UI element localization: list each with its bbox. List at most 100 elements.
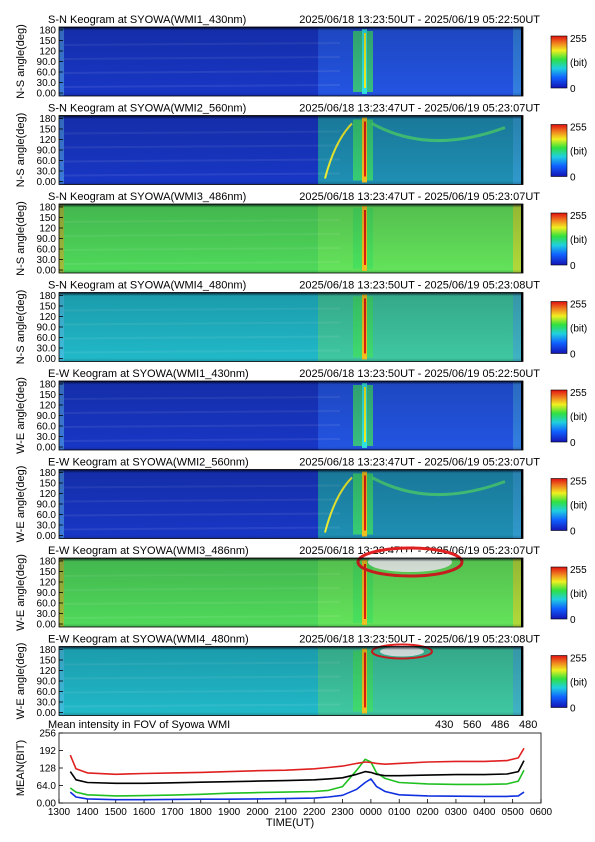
colorbar-min-label: 0 [570, 527, 576, 538]
y-tick-label: 192 [39, 746, 56, 757]
y-tick-label: 30.0 [37, 255, 57, 266]
x-tick-label: 0000 [360, 807, 383, 818]
mean-intensity-chart: Mean intensity in FOV of Syowa WMI 430 560… [15, 719, 553, 829]
colorbar-unit-label: (bit) [570, 678, 587, 689]
panel-time-range: 2025/06/18 13:23:47UT - 2025/06/19 05:23… [299, 191, 540, 203]
y-tick-label: 120 [39, 47, 56, 58]
colorbar [550, 655, 568, 708]
x-tick-label: 1800 [190, 807, 213, 818]
colorbar [550, 35, 568, 89]
y-tick-label: 0.00 [37, 620, 57, 631]
y-tick-label: 256 [39, 729, 56, 740]
panel-title: S-N Keogram at SYOWA(WMI4_480nm) [48, 280, 246, 292]
keogram-panel: E-W Keogram at SYOWA(WMI4_480nm) 2025/06/… [15, 634, 587, 720]
y-axis-label: MEAN(BIT) [15, 740, 27, 796]
colorbar [550, 389, 568, 443]
keogram-panel: E-W Keogram at SYOWA(WMI1_430nm) 2025/06/… [15, 368, 587, 454]
colorbar [550, 566, 568, 620]
y-tick-label: 120 [39, 578, 56, 589]
y-tick-label: 120 [39, 135, 56, 146]
colorbar [550, 301, 568, 354]
y-axis-label: W-E angle(deg) [15, 643, 27, 720]
keogram-panel: S-N Keogram at SYOWA(WMI2_560nm) 2025/06/… [15, 103, 587, 189]
panel-title: E-W Keogram at SYOWA(WMI3_486nm) [48, 545, 249, 557]
panel-title: S-N Keogram at SYOWA(WMI3_486nm) [48, 191, 246, 203]
y-tick-label: 30.0 [37, 344, 57, 355]
panel-time-range: 2025/06/18 13:23:47UT - 2025/06/19 05:23… [299, 103, 540, 115]
legend-entry: 430 [435, 719, 453, 731]
y-tick-label: 180 [39, 114, 56, 125]
y-axis-label: N-S angle(deg) [15, 201, 27, 276]
x-tick-label: 2000 [246, 807, 269, 818]
x-tick-label: 0400 [473, 807, 496, 818]
colorbar-unit-label: (bit) [570, 501, 587, 512]
series-line-480 [69, 760, 525, 785]
panel-title: E-W Keogram at SYOWA(WMI4_480nm) [48, 634, 249, 646]
y-axis-label: N-S angle(deg) [15, 290, 27, 365]
keogram-panel: S-N Keogram at SYOWA(WMI1_430nm) 2025/06/… [15, 14, 587, 100]
colorbar-unit-label: (bit) [570, 412, 587, 423]
colorbar-unit-label: (bit) [570, 589, 587, 600]
x-tick-label: 1900 [218, 807, 241, 818]
x-tick-label: 1700 [161, 807, 184, 818]
series-line-560 [69, 758, 525, 797]
x-tick-label: 2100 [275, 807, 298, 818]
x-tick-label: 0100 [388, 807, 411, 818]
y-tick-label: 64.0 [37, 781, 57, 792]
keogram-panel: S-N Keogram at SYOWA(WMI3_486nm) 2025/06/… [15, 191, 587, 277]
colorbar-max-label: 255 [570, 477, 587, 488]
y-tick-label: 120 [39, 489, 56, 500]
y-axis-label: W-E angle(deg) [15, 466, 27, 543]
y-tick-label: 150 [39, 125, 56, 136]
y-tick-label: 150 [39, 656, 56, 667]
y-tick-label: 60.0 [37, 245, 57, 256]
y-tick-label: 180 [39, 468, 56, 479]
colorbar-max-label: 255 [570, 34, 587, 45]
panel-title: S-N Keogram at SYOWA(WMI2_560nm) [48, 103, 246, 115]
y-tick-label: 0.00 [37, 177, 57, 188]
y-tick-label: 90.0 [37, 500, 57, 511]
colorbar-max-label: 255 [570, 123, 587, 134]
y-tick-label: 0.00 [37, 443, 57, 454]
x-tick-label: 1600 [133, 807, 156, 818]
y-tick-label: 180 [39, 645, 56, 656]
y-axis-label: N-S angle(deg) [15, 24, 27, 99]
colorbar [550, 478, 568, 531]
y-tick-label: 30.0 [37, 167, 57, 178]
y-axis-label: W-E angle(deg) [15, 377, 27, 454]
y-tick-label: 60.0 [37, 510, 57, 521]
colorbar-min-label: 0 [570, 438, 576, 449]
colorbar-max-label: 255 [570, 388, 587, 399]
y-tick-label: 128 [39, 764, 56, 775]
y-tick-label: 120 [39, 666, 56, 677]
x-axis-label: TIME(UT) [266, 817, 314, 829]
y-tick-label: 30.0 [37, 78, 57, 89]
x-tick-label: 1500 [105, 807, 128, 818]
y-tick-label: 150 [39, 302, 56, 313]
panel-vignette [59, 646, 523, 716]
colorbar-unit-label: (bit) [570, 324, 587, 335]
y-tick-label: 30.0 [37, 609, 57, 620]
y-tick-label: 30.0 [37, 521, 57, 532]
y-tick-label: 180 [39, 291, 56, 302]
colorbar-min-label: 0 [570, 84, 576, 95]
y-tick-label: 60.0 [37, 156, 57, 167]
y-tick-label: 60.0 [37, 599, 57, 610]
y-tick-label: 150 [39, 36, 56, 47]
legend-entry: 486 [491, 719, 509, 731]
panel-time-range: 2025/06/18 13:23:47UT - 2025/06/19 05:23… [299, 545, 540, 557]
panel-time-range: 2025/06/18 13:23:47UT - 2025/06/19 05:23… [299, 457, 540, 469]
colorbar-max-label: 255 [570, 565, 587, 576]
y-tick-label: 90.0 [37, 588, 57, 599]
panel-vignette [59, 292, 523, 362]
colorbar [550, 212, 568, 266]
y-tick-label: 120 [39, 224, 56, 235]
y-tick-label: 180 [39, 380, 56, 391]
y-tick-label: 150 [39, 567, 56, 578]
x-tick-label: 2200 [303, 807, 326, 818]
series-line-486 [69, 747, 525, 776]
y-tick-label: 90.0 [37, 323, 57, 334]
y-tick-label: 90.0 [37, 677, 57, 688]
y-tick-label: 60.0 [37, 687, 57, 698]
y-tick-label: 120 [39, 401, 56, 412]
